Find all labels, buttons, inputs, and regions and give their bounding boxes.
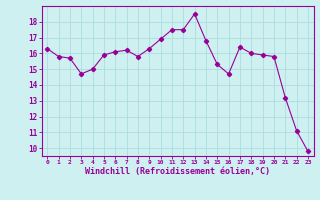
X-axis label: Windchill (Refroidissement éolien,°C): Windchill (Refroidissement éolien,°C) bbox=[85, 167, 270, 176]
